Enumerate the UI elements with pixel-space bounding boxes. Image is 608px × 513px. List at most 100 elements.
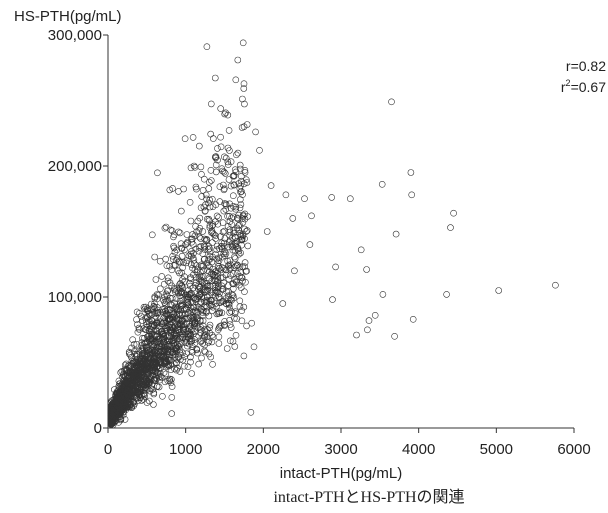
data-point [209, 307, 216, 315]
data-point [161, 338, 168, 346]
data-point [150, 389, 158, 397]
data-point-outlier [408, 191, 416, 199]
data-point [213, 242, 221, 250]
data-point [189, 308, 197, 316]
data-point [114, 396, 122, 404]
data-point [224, 257, 231, 265]
data-point [226, 309, 233, 316]
data-point [132, 379, 140, 387]
data-point [128, 357, 136, 365]
data-point [215, 214, 222, 221]
data-point [214, 156, 221, 164]
data-point [191, 232, 199, 240]
data-point [197, 243, 205, 250]
data-point-outlier [346, 195, 354, 202]
data-point [130, 368, 137, 376]
data-point [125, 348, 133, 356]
data-point [166, 337, 173, 344]
data-point [238, 173, 245, 180]
data-point [174, 364, 181, 372]
data-point [205, 185, 213, 192]
data-point [236, 297, 244, 305]
stat-r: r=0.82 [566, 58, 606, 74]
data-point [212, 168, 220, 176]
data-point [136, 310, 143, 317]
data-point [204, 333, 211, 341]
data-point [224, 111, 232, 119]
data-point [140, 386, 147, 394]
data-point [222, 200, 230, 208]
data-point [125, 388, 132, 396]
data-point [241, 288, 248, 296]
data-point [234, 56, 242, 64]
data-point [192, 318, 199, 326]
data-point [224, 223, 232, 230]
data-point [164, 287, 171, 295]
y-tick-label: 0 [94, 420, 102, 437]
data-point [195, 247, 203, 255]
data-point [115, 398, 122, 406]
data-point [208, 177, 215, 184]
data-point [207, 289, 215, 297]
data-point [179, 333, 186, 341]
data-point [187, 250, 195, 258]
data-point [137, 365, 145, 372]
data-point [176, 346, 184, 354]
data-point [240, 80, 248, 87]
data-point [178, 317, 186, 324]
data-point [243, 176, 250, 183]
data-point [206, 203, 214, 211]
data-point [143, 399, 151, 406]
data-point [224, 161, 232, 168]
data-point [166, 326, 174, 334]
data-point [241, 263, 248, 271]
data-point [227, 324, 235, 331]
data-point [208, 227, 216, 235]
data-point [168, 227, 176, 234]
data-point [225, 261, 233, 269]
data-point [202, 191, 210, 199]
data-point [143, 313, 151, 321]
data-point-outlier [365, 317, 373, 324]
data-point [146, 325, 154, 333]
data-point [178, 288, 185, 295]
data-point [170, 337, 177, 344]
data-point [225, 243, 232, 251]
data-point [186, 291, 194, 298]
data-point [107, 407, 115, 415]
data-point [197, 338, 205, 346]
data-point [237, 196, 244, 203]
data-point [143, 352, 150, 360]
data-point [200, 242, 208, 250]
data-point [241, 259, 249, 266]
y-tick-label: 100,000 [48, 289, 102, 306]
data-point [222, 154, 230, 162]
data-point [203, 43, 211, 51]
data-point [217, 233, 224, 240]
data-point [188, 289, 195, 297]
data-point [205, 199, 212, 207]
data-point [209, 271, 217, 278]
data-point-outlier [236, 204, 244, 212]
data-point [201, 243, 208, 251]
data-point [229, 280, 236, 287]
data-point [128, 388, 136, 395]
data-point [244, 242, 252, 250]
data-point [194, 217, 202, 225]
data-point [215, 310, 222, 317]
data-point [198, 273, 205, 281]
data-point [177, 320, 184, 328]
data-point [155, 383, 163, 391]
data-point-outlier [247, 408, 255, 416]
data-point [231, 241, 239, 248]
data-point-outlier [353, 331, 360, 339]
data-point [181, 362, 188, 370]
data-point [153, 347, 161, 355]
data-point [187, 164, 195, 172]
data-point [178, 300, 186, 308]
data-point [168, 266, 176, 274]
data-point [215, 257, 223, 265]
data-point [240, 303, 248, 311]
data-point [146, 387, 154, 395]
data-point [107, 403, 115, 410]
